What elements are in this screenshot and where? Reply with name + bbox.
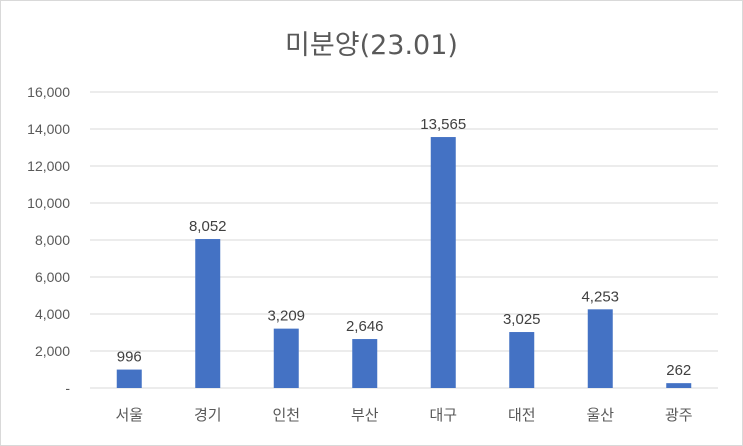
y-tick-label: 4,000 (35, 306, 70, 322)
bar (352, 339, 378, 388)
x-category-label: 대구 (429, 406, 457, 424)
y-tick-label: 8,000 (35, 232, 70, 248)
data-label: 8,052 (189, 218, 227, 235)
y-tick-label: 14,000 (27, 121, 70, 137)
bar (587, 309, 613, 388)
bar (666, 383, 692, 388)
data-label: 13,565 (420, 116, 466, 133)
x-category-label: 서울 (115, 406, 143, 424)
data-label: 2,646 (346, 318, 384, 335)
y-tick-label: 10,000 (27, 195, 70, 211)
chart-title: 미분양(23.01) (285, 30, 458, 61)
data-label: 4,253 (581, 288, 619, 305)
data-label: 262 (666, 362, 691, 379)
bar (430, 137, 456, 388)
data-label: 3,209 (267, 308, 305, 325)
y-tick-label: 2,000 (35, 343, 70, 359)
y-tick-label: - (65, 380, 70, 396)
y-tick-label: 12,000 (27, 158, 70, 174)
x-category-label: 경기 (194, 406, 222, 424)
y-tick-label: 16,000 (27, 84, 70, 100)
y-tick-label: 6,000 (35, 269, 70, 285)
x-category-label: 인천 (272, 406, 300, 424)
x-category-label: 광주 (665, 406, 693, 424)
bar (509, 332, 535, 388)
bar (273, 328, 299, 388)
x-category-label: 울산 (586, 406, 614, 424)
bar (116, 369, 142, 388)
x-category-label: 대전 (508, 406, 536, 424)
x-category-label: 부산 (351, 406, 379, 424)
data-label: 3,025 (503, 311, 541, 328)
data-label: 996 (117, 349, 142, 366)
bar (195, 239, 221, 388)
